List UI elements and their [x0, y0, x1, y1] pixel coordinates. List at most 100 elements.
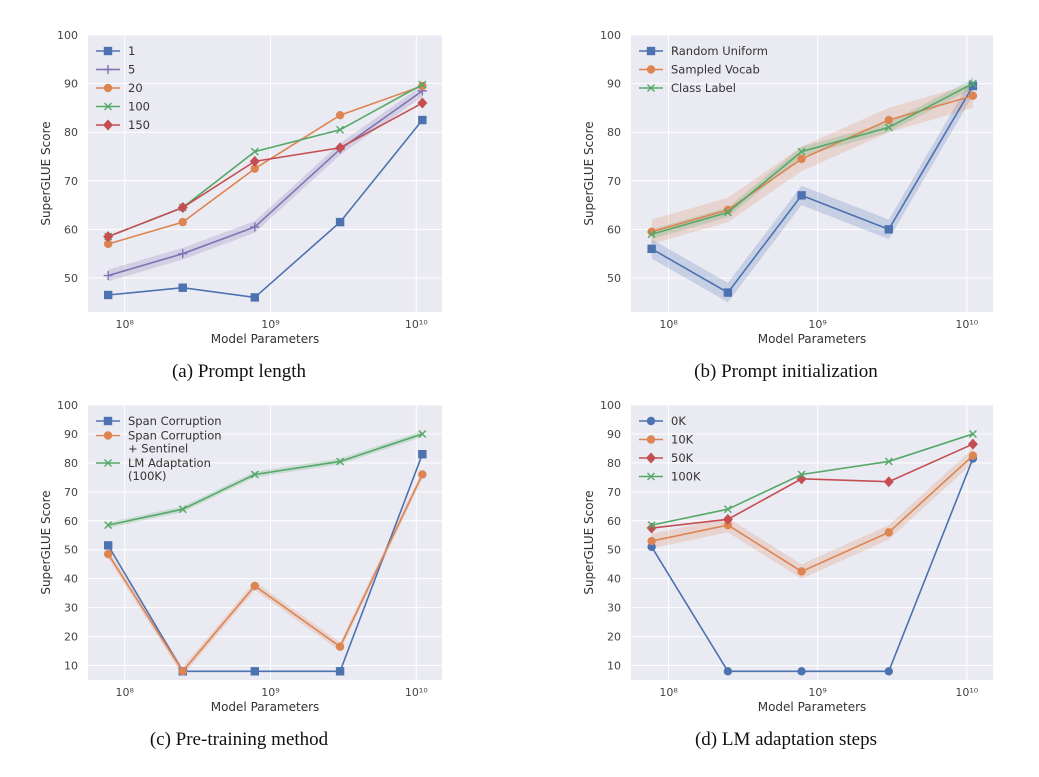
legend-label: 20 — [128, 81, 143, 95]
plot-area — [631, 35, 993, 312]
data-point — [250, 147, 259, 156]
data-point — [723, 208, 732, 217]
data-point — [103, 290, 113, 300]
data-point — [178, 505, 187, 514]
data-point — [103, 549, 113, 559]
legend-label: LM Adaptation — [128, 456, 211, 470]
data-point — [250, 470, 259, 479]
legend-marker — [646, 65, 656, 74]
y-tick-label: 40 — [607, 573, 621, 586]
y-tick-label: 60 — [64, 515, 78, 528]
data-point — [178, 667, 187, 676]
data-point — [335, 217, 345, 227]
legend-label: 5 — [128, 63, 135, 77]
data-point — [250, 581, 259, 591]
data-point — [418, 470, 427, 479]
data-point — [250, 164, 259, 173]
data-point — [103, 239, 113, 249]
subfigure-caption: (b) Prompt initialization — [694, 361, 878, 382]
y-tick-label: 90 — [64, 78, 78, 91]
y-tick-label: 80 — [64, 126, 78, 139]
y-tick-label: 90 — [607, 78, 621, 91]
y-tick-label: 100 — [57, 29, 78, 42]
data-point — [335, 642, 345, 651]
legend-marker — [103, 416, 113, 426]
data-point — [250, 293, 259, 302]
x-tick-label: 10¹⁰ — [955, 686, 978, 699]
data-point — [335, 142, 346, 154]
x-tick-label: 10¹⁰ — [405, 686, 428, 699]
series-band — [108, 85, 423, 282]
chart-panel-4: 10 20 30 40 50 60 70 80 90 100 10⁸ 10⁹ 10¹⁰ Model Par… — [582, 399, 993, 750]
x-tick-label: 10⁸ — [659, 686, 678, 699]
x-axis-label: Model Parameters — [211, 700, 320, 714]
data-point — [723, 667, 733, 676]
legend-label: 50K — [671, 451, 694, 465]
y-tick-label: 70 — [607, 486, 621, 499]
data-point — [647, 521, 656, 530]
data-point — [417, 97, 428, 109]
data-point — [797, 191, 806, 200]
legend-marker — [647, 472, 655, 481]
y-tick-label: 80 — [64, 457, 78, 470]
data-point — [797, 567, 806, 576]
data-point — [884, 457, 893, 466]
data-point — [250, 222, 260, 232]
data-point — [418, 115, 427, 125]
data-point — [647, 542, 656, 552]
data-point — [178, 249, 188, 259]
data-point — [104, 521, 113, 530]
y-tick-label: 80 — [607, 126, 621, 139]
legend-label: Span Corruption — [128, 429, 222, 443]
x-tick-label: 10¹⁰ — [955, 318, 978, 331]
data-point — [968, 429, 977, 438]
legend-marker — [103, 119, 113, 131]
y-tick-label: 90 — [607, 428, 621, 441]
legend-label: 100K — [671, 470, 701, 484]
data-point — [335, 667, 345, 676]
legend-marker — [647, 84, 655, 92]
data-point — [336, 125, 345, 134]
y-tick-label: 50 — [607, 544, 621, 557]
y-axis-label: SuperGLUE Score — [39, 490, 53, 594]
data-point — [968, 79, 977, 88]
data-point — [968, 91, 978, 100]
data-point — [722, 513, 733, 525]
data-point — [250, 667, 259, 676]
legend-label: 0K — [671, 414, 686, 428]
data-point — [178, 283, 187, 292]
y-tick-label: 20 — [607, 631, 621, 644]
data-point — [418, 450, 427, 459]
legend-marker — [103, 65, 113, 74]
data-point — [884, 123, 893, 132]
legend-label: Random Uniform — [671, 44, 768, 58]
x-tick-label: 10¹⁰ — [405, 318, 428, 331]
x-axis-label: Model Parameters — [758, 700, 867, 714]
x-axis-label: Model Parameters — [211, 332, 320, 346]
data-point — [723, 505, 732, 514]
data-point — [103, 231, 114, 243]
legend-label: 150 — [128, 118, 150, 132]
data-point — [336, 457, 345, 466]
y-tick-label: 30 — [607, 602, 621, 615]
y-axis-label: SuperGLUE Score — [582, 121, 596, 225]
legend-marker — [646, 46, 656, 56]
y-tick-label: 70 — [64, 486, 78, 499]
data-point — [418, 80, 427, 89]
x-tick-label: 10⁸ — [116, 686, 135, 699]
data-point — [723, 288, 733, 297]
data-point — [647, 230, 656, 239]
data-point — [968, 81, 978, 91]
y-axis-label: SuperGLUE Score — [582, 490, 596, 594]
data-point — [103, 271, 113, 281]
x-axis-label: Model Parameters — [758, 332, 867, 346]
data-point — [178, 217, 187, 227]
data-point — [418, 81, 427, 91]
plot-area — [88, 405, 442, 680]
legend-marker — [103, 46, 113, 56]
data-point — [249, 155, 260, 167]
series-band — [651, 76, 973, 303]
legend-marker — [104, 102, 112, 111]
y-tick-label: 40 — [64, 573, 78, 586]
y-tick-label: 10 — [64, 660, 78, 673]
